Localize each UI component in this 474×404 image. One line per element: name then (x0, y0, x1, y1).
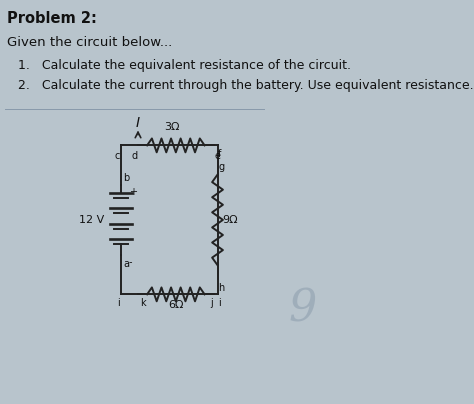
Text: I: I (136, 116, 140, 130)
Text: 6Ω: 6Ω (168, 300, 183, 310)
Text: -: - (129, 257, 132, 267)
Text: +: + (129, 187, 137, 197)
Text: j: j (210, 298, 213, 308)
Text: c: c (115, 152, 120, 161)
Text: 1.   Calculate the equivalent resistance of the circuit.: 1. Calculate the equivalent resistance o… (18, 59, 351, 72)
Text: i: i (118, 298, 120, 308)
Text: 9: 9 (288, 288, 317, 331)
Text: i: i (219, 298, 221, 308)
Text: Problem 2:: Problem 2: (7, 11, 97, 26)
Text: f: f (219, 149, 222, 159)
Text: e: e (214, 152, 220, 161)
Text: b: b (123, 173, 129, 183)
Text: k: k (140, 298, 146, 308)
Text: Given the circuit below...: Given the circuit below... (7, 36, 172, 49)
Text: h: h (219, 284, 225, 293)
Text: 12 V: 12 V (79, 215, 104, 225)
Text: 3Ω: 3Ω (164, 122, 180, 131)
Text: a: a (123, 259, 129, 269)
Text: g: g (219, 162, 224, 172)
Text: 2.   Calculate the current through the battery. Use equivalent resistance.: 2. Calculate the current through the bat… (18, 79, 474, 92)
Text: d: d (131, 152, 137, 161)
Text: 9Ω: 9Ω (222, 215, 238, 225)
